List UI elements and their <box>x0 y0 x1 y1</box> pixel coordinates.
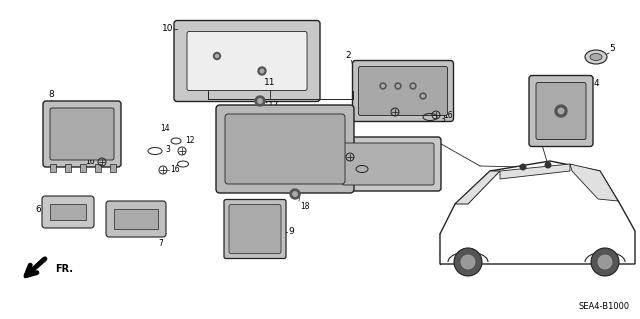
Circle shape <box>258 99 262 103</box>
FancyBboxPatch shape <box>174 20 320 101</box>
Bar <box>114 209 158 229</box>
Circle shape <box>555 105 567 117</box>
Circle shape <box>558 108 564 114</box>
Circle shape <box>410 83 416 89</box>
Text: 7: 7 <box>158 239 163 248</box>
FancyBboxPatch shape <box>42 196 94 228</box>
Text: 16: 16 <box>170 166 180 174</box>
Text: 16: 16 <box>443 110 452 120</box>
Polygon shape <box>440 161 635 264</box>
Text: 3: 3 <box>440 115 445 123</box>
Text: 9: 9 <box>288 227 294 236</box>
Circle shape <box>461 255 475 269</box>
Text: 1: 1 <box>324 160 330 168</box>
Circle shape <box>422 95 424 97</box>
FancyBboxPatch shape <box>187 32 307 91</box>
Circle shape <box>520 164 527 170</box>
Circle shape <box>290 189 300 199</box>
FancyBboxPatch shape <box>353 61 454 122</box>
Circle shape <box>214 53 221 60</box>
Circle shape <box>395 83 401 89</box>
Circle shape <box>381 85 385 87</box>
Text: 4: 4 <box>594 78 600 87</box>
Text: 14: 14 <box>161 124 170 133</box>
Circle shape <box>420 93 426 99</box>
Ellipse shape <box>590 54 602 61</box>
FancyBboxPatch shape <box>342 143 434 185</box>
Circle shape <box>292 192 297 196</box>
Circle shape <box>380 83 386 89</box>
Text: 8: 8 <box>48 90 54 99</box>
FancyBboxPatch shape <box>358 66 447 115</box>
Text: 11: 11 <box>264 78 276 87</box>
FancyBboxPatch shape <box>229 204 281 254</box>
FancyBboxPatch shape <box>216 105 354 193</box>
Text: 10: 10 <box>161 24 173 33</box>
Text: 12: 12 <box>185 136 195 145</box>
Text: SEA4-B1000: SEA4-B1000 <box>579 302 630 311</box>
Text: 6: 6 <box>35 204 41 213</box>
Text: 3: 3 <box>165 145 170 153</box>
FancyBboxPatch shape <box>50 108 114 160</box>
Text: 5: 5 <box>609 44 615 53</box>
Circle shape <box>255 96 265 106</box>
FancyBboxPatch shape <box>224 199 286 258</box>
Circle shape <box>258 67 266 75</box>
Ellipse shape <box>585 50 607 64</box>
FancyBboxPatch shape <box>529 76 593 146</box>
Text: FR.: FR. <box>55 264 73 274</box>
Circle shape <box>454 248 482 276</box>
Bar <box>65 164 71 172</box>
Text: 13: 13 <box>370 167 380 175</box>
Text: 16: 16 <box>378 108 388 116</box>
Bar <box>110 164 116 172</box>
Circle shape <box>397 85 399 87</box>
Bar <box>50 204 86 220</box>
Bar <box>95 164 101 172</box>
Bar <box>80 164 86 172</box>
Circle shape <box>598 255 612 269</box>
FancyBboxPatch shape <box>335 137 441 191</box>
Circle shape <box>216 55 219 57</box>
Text: 15: 15 <box>332 143 342 152</box>
Text: 18: 18 <box>300 202 310 211</box>
FancyBboxPatch shape <box>536 83 586 139</box>
Circle shape <box>260 69 264 73</box>
Bar <box>50 164 56 172</box>
FancyBboxPatch shape <box>225 114 345 184</box>
Text: 17: 17 <box>268 100 280 109</box>
Polygon shape <box>455 171 500 204</box>
Text: 2: 2 <box>345 50 351 60</box>
Circle shape <box>545 161 552 168</box>
Circle shape <box>591 248 619 276</box>
Text: 16: 16 <box>85 158 95 167</box>
Polygon shape <box>570 164 618 201</box>
FancyBboxPatch shape <box>43 101 121 167</box>
Polygon shape <box>500 164 570 179</box>
Circle shape <box>412 85 414 87</box>
FancyBboxPatch shape <box>106 201 166 237</box>
